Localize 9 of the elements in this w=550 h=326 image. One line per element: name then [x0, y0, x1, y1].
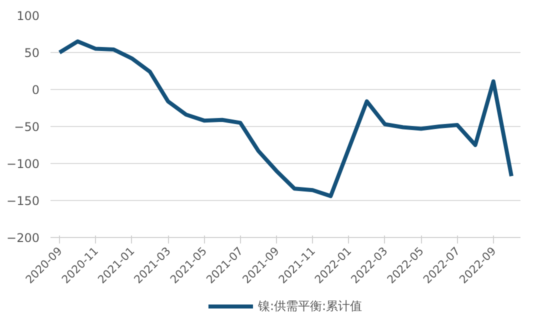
y-tick-label: 100	[16, 9, 40, 23]
y-tick-label: −100	[6, 157, 40, 171]
y-tick-label: −200	[6, 231, 40, 245]
y-tick-label: 0	[32, 83, 40, 97]
y-tick-label: 50	[24, 46, 40, 60]
line-series	[58, 39, 514, 198]
y-tick-label: −50	[14, 120, 40, 134]
y-tick-label: −150	[6, 194, 40, 208]
legend-label: 镍:供需平衡:累计值	[258, 298, 362, 314]
